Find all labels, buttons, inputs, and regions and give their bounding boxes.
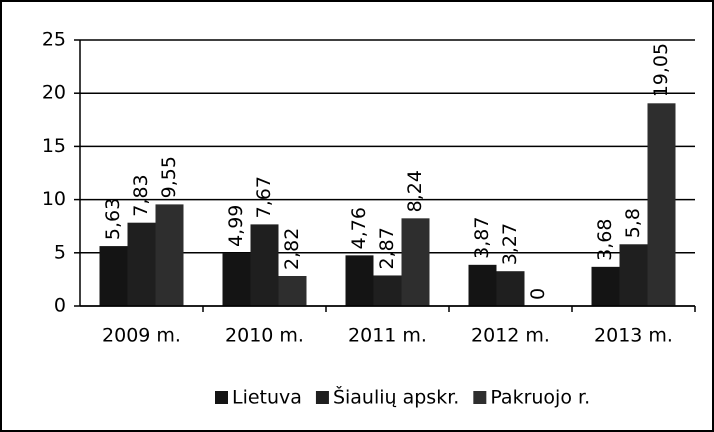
- y-tick-label: 10: [42, 188, 66, 210]
- data-label: 5,63: [102, 198, 124, 240]
- data-label: 3,87: [471, 217, 493, 259]
- bar: [619, 244, 648, 306]
- data-label: 0: [527, 288, 549, 300]
- legend-swatch: [315, 391, 329, 404]
- bar: [250, 224, 279, 306]
- bar: [591, 266, 620, 306]
- data-label: 19,05: [650, 43, 672, 97]
- bar: [496, 271, 525, 306]
- data-label: 4,99: [225, 205, 247, 247]
- bar: [647, 103, 676, 306]
- bar: [278, 275, 307, 306]
- data-label: 2,87: [376, 227, 398, 269]
- bar: [222, 252, 251, 306]
- y-tick-label: 25: [42, 29, 66, 51]
- x-tick-label: 2009 m.: [102, 325, 181, 347]
- bar: [401, 218, 430, 306]
- data-label: 5,8: [622, 208, 644, 238]
- data-label: 2,82: [281, 228, 303, 270]
- legend-label: Lietuva: [232, 387, 302, 409]
- x-tick-label: 2011 m.: [348, 325, 427, 347]
- legend-label: Pakruojo r.: [490, 387, 590, 409]
- data-label: 3,68: [594, 219, 616, 261]
- y-tick-label: 15: [42, 135, 66, 157]
- bar: [345, 255, 374, 306]
- bar: [127, 222, 156, 306]
- y-tick-label: 0: [54, 295, 66, 317]
- data-label: 3,27: [499, 223, 521, 265]
- y-tick-label: 20: [42, 82, 66, 104]
- bar: [468, 264, 497, 306]
- data-label: 9,55: [158, 156, 180, 198]
- bar: [155, 204, 184, 306]
- legend-swatch: [473, 391, 487, 404]
- legend-swatch: [215, 391, 228, 404]
- bar: [373, 275, 402, 306]
- legend-label: Šiaulių apskr.: [333, 385, 459, 409]
- bar: [99, 246, 128, 306]
- data-label: 7,67: [253, 176, 275, 218]
- data-label: 7,83: [130, 174, 152, 216]
- x-tick-label: 2013 m.: [594, 325, 673, 347]
- data-label: 4,76: [348, 207, 370, 249]
- data-label: 8,24: [404, 170, 426, 212]
- x-tick-label: 2010 m.: [225, 325, 304, 347]
- x-tick-label: 2012 m.: [471, 325, 550, 347]
- y-tick-label: 5: [54, 241, 66, 263]
